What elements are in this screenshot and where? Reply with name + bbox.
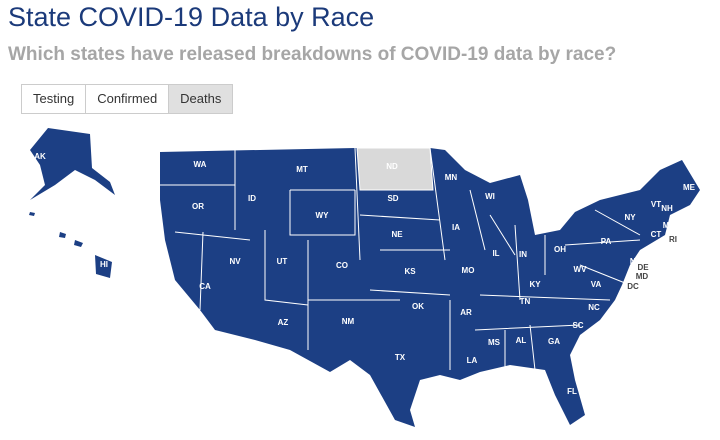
state-label: LA xyxy=(467,356,478,365)
tab-button[interactable]: Deaths xyxy=(168,84,234,114)
state-label: DE xyxy=(637,263,649,272)
state-label: NC xyxy=(588,303,600,312)
state-label: NH xyxy=(661,204,673,213)
state-label: WV xyxy=(574,265,588,274)
state-label: OR xyxy=(192,202,204,211)
state-label: ND xyxy=(386,162,398,171)
us-outline xyxy=(160,148,700,427)
state-label: AK xyxy=(34,152,46,161)
state-label: MS xyxy=(488,338,501,347)
state-label: RI xyxy=(669,235,677,244)
state-label: UT xyxy=(277,257,288,266)
state-label: AZ xyxy=(278,318,289,327)
state-label: HI xyxy=(100,260,108,269)
state-label: FL xyxy=(567,387,577,396)
state-label: IL xyxy=(492,249,499,258)
tab-bar: Testing Confirmed Deaths xyxy=(21,84,234,114)
state-label: VT xyxy=(651,200,661,209)
state-label: MD xyxy=(636,272,649,281)
state-shape xyxy=(356,147,434,191)
state-label: IN xyxy=(519,250,527,259)
state-label: DC xyxy=(627,282,639,291)
state-label: MT xyxy=(296,165,308,174)
border xyxy=(160,147,641,371)
state-label: NV xyxy=(229,257,241,266)
state-label: SC xyxy=(572,321,583,330)
state-label: MN xyxy=(445,173,458,182)
subtitle: Which states have released breakdowns of… xyxy=(8,44,617,65)
state-label: MO xyxy=(462,266,475,275)
state-label: AR xyxy=(460,308,472,317)
state-label: TX xyxy=(395,353,406,362)
state-label: NE xyxy=(391,230,403,239)
state-label: WI xyxy=(485,192,495,201)
state-label: ID xyxy=(248,194,256,203)
state-label: TN xyxy=(520,297,531,306)
state-labels: AK HI WA OR CA NV ID MT WY UT AZ CO NM ND SD NE KS OK TX MN… xyxy=(34,152,695,396)
tab-button[interactable]: Confirmed xyxy=(85,84,170,114)
state-label: KS xyxy=(404,267,416,276)
map-shapes xyxy=(29,128,700,427)
state-label: NJ xyxy=(630,257,640,266)
hawaii xyxy=(29,212,112,278)
state-label: SD xyxy=(387,194,398,203)
state-label: IA xyxy=(452,223,460,232)
state-label: NM xyxy=(342,317,355,326)
title: State COVID-19 Data by Race xyxy=(8,2,375,32)
state-label: GA xyxy=(548,337,560,346)
state-label: MA xyxy=(663,221,676,230)
tab-button[interactable]: Testing xyxy=(21,84,87,114)
state-label: CA xyxy=(199,282,211,291)
state-label: WY xyxy=(316,211,330,220)
state-label: WA xyxy=(194,160,207,169)
state-label: CT xyxy=(651,230,662,239)
state-label: CO xyxy=(336,261,348,270)
state-label: PA xyxy=(601,237,612,246)
state-label: OH xyxy=(554,245,566,254)
state-label: MI xyxy=(537,208,546,217)
state-label: AL xyxy=(516,336,527,345)
state-borders xyxy=(160,147,641,371)
state-label: NY xyxy=(624,213,636,222)
state-label: VA xyxy=(591,280,602,289)
state-label: ME xyxy=(683,183,696,192)
state-label: KY xyxy=(529,280,541,289)
state-label: OK xyxy=(412,302,424,311)
alaska xyxy=(30,128,115,200)
